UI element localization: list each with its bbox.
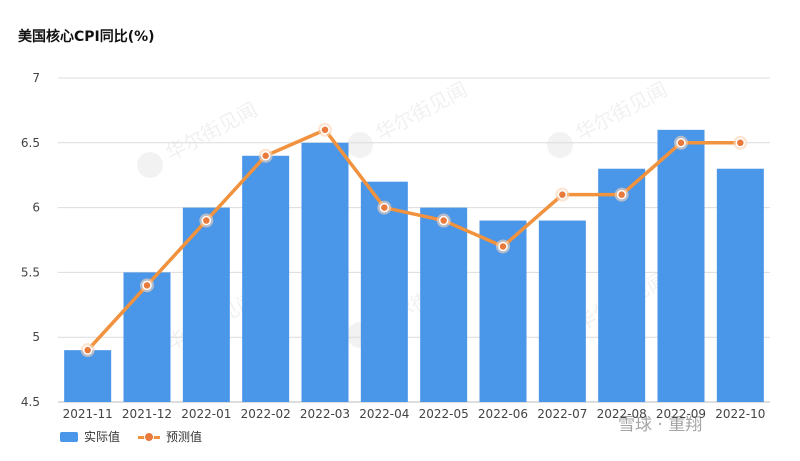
forecast-point — [438, 215, 449, 226]
bar — [123, 272, 171, 402]
watermark-logo-icon — [547, 132, 573, 158]
bar — [301, 142, 349, 403]
x-tick-label: 2022-04 — [359, 407, 409, 421]
watermark-logo-icon — [347, 132, 373, 158]
forecast-point — [676, 138, 686, 148]
forecast-point — [201, 215, 212, 226]
forecast-point — [616, 189, 627, 200]
x-tick-label: 2022-05 — [419, 407, 469, 421]
x-tick-label: 2022-06 — [478, 407, 528, 421]
y-tick-label: 6 — [32, 201, 40, 215]
forecast-point — [735, 138, 746, 148]
y-tick-label: 5 — [32, 330, 40, 344]
y-tick-label: 5.5 — [21, 265, 40, 279]
legend-bar-swatch-icon — [60, 431, 78, 442]
x-tick-label: 2022-03 — [300, 407, 350, 421]
forecast-line — [86, 128, 741, 352]
forecast-point — [320, 125, 330, 135]
watermark-text: 华尔街见闻 — [572, 77, 672, 145]
watermark-logo-icon — [137, 152, 163, 178]
x-tick-label: 2022-01 — [181, 407, 231, 421]
bar — [657, 129, 705, 402]
forecast-point — [498, 241, 508, 252]
bar — [538, 220, 586, 402]
x-tick-label: 2022-10 — [715, 407, 765, 421]
legend-label-actual: 实际值 — [84, 430, 121, 444]
forecast-point — [82, 345, 93, 355]
bar — [598, 168, 646, 402]
y-tick-label: 7 — [32, 71, 40, 85]
x-tick-label: 2022-07 — [537, 407, 587, 421]
bar — [64, 350, 112, 402]
forecast-point — [260, 151, 271, 161]
legend: 实际值 预测值 — [60, 428, 220, 445]
x-tick-label: 2022-08 — [597, 407, 647, 421]
bar — [420, 207, 468, 402]
x-tick-label: 2021-12 — [122, 407, 172, 421]
y-tick-label: 6.5 — [21, 136, 40, 150]
forecast-point — [379, 202, 390, 213]
x-tick-label: 2022-02 — [241, 407, 291, 421]
forecast-point — [557, 189, 568, 200]
legend-item-actual[interactable]: 实际值 — [60, 428, 120, 445]
x-tick-label: 2021-11 — [63, 407, 113, 421]
watermark-text: 华尔街见闻 — [372, 77, 472, 145]
y-tick-label: 4.5 — [21, 395, 40, 409]
corner-watermark: 雪球 · 重翔 — [618, 415, 703, 435]
chart-title: 美国核心CPI同比(%) — [18, 29, 155, 45]
bar — [716, 168, 764, 402]
legend-line-swatch-icon — [138, 431, 161, 442]
forecast-point — [142, 280, 152, 291]
bar — [360, 181, 408, 402]
legend-label-forecast: 预测值 — [166, 430, 203, 444]
x-tick-label: 2022-09 — [656, 407, 706, 421]
bar — [242, 155, 290, 402]
legend-item-forecast[interactable]: 预测值 — [138, 428, 202, 445]
watermark-text: 华尔街见闻 — [162, 97, 262, 165]
